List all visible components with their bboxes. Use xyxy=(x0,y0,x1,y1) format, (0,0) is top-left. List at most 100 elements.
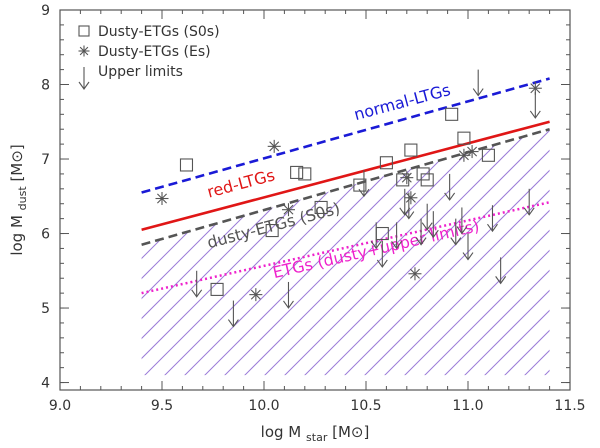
arrow-head xyxy=(495,276,507,285)
legend-label: Dusty-ETGs (S0s) xyxy=(98,24,220,40)
hatch-line xyxy=(199,129,550,376)
hatch-line xyxy=(141,129,341,376)
x-tick-label: 11.0 xyxy=(452,398,483,414)
asterisk-stroke xyxy=(269,141,280,152)
hatch-line xyxy=(479,129,550,376)
asterisk-stroke xyxy=(157,193,167,204)
y-axis-title-unit: [M⊙] xyxy=(8,144,26,186)
hatch-line xyxy=(141,129,281,376)
y-tick-label: 4 xyxy=(41,376,50,392)
legend-label: Upper limits xyxy=(98,64,183,80)
square-marker xyxy=(298,167,312,181)
axes: 9.0 9.5 10.0 10.5 11.0 11.5 4 5 6 7 8 9 xyxy=(41,3,586,414)
square-marker xyxy=(290,165,304,179)
arrow-head xyxy=(391,241,403,250)
x-axis-title-unit: [M⊙] xyxy=(327,423,369,441)
arrow-head xyxy=(403,211,415,220)
hatch-line xyxy=(141,129,521,376)
hatch-line xyxy=(339,129,550,376)
y-axis-title-sub: dust xyxy=(16,186,29,211)
hatch-line xyxy=(179,129,550,376)
asterisk-stroke xyxy=(401,172,412,183)
legend-label: Dusty-ETGs (Es) xyxy=(98,44,211,60)
relation-line xyxy=(141,127,550,246)
x-axis-title: log M star [M⊙] xyxy=(261,423,370,444)
square-marker xyxy=(445,107,459,121)
hatch-line xyxy=(459,129,550,376)
y-tick-label: 5 xyxy=(41,301,50,317)
arrow-head xyxy=(227,319,239,328)
hatch-line xyxy=(359,129,550,376)
hatch-line xyxy=(141,129,241,376)
hatch-line xyxy=(141,129,261,376)
y-tick-label: 6 xyxy=(41,227,50,243)
legend: Dusty-ETGs (S0s) Dusty-ETGs (Es) Upper lim… xyxy=(78,24,220,90)
arrow-head xyxy=(427,229,439,239)
square-marker xyxy=(420,173,434,187)
hatch-line xyxy=(560,0,600,400)
arrow-head xyxy=(415,237,427,246)
hatch-line xyxy=(439,129,550,376)
x-tick-label: 11.5 xyxy=(554,398,585,414)
square-marker xyxy=(179,158,194,172)
asterisk-stroke xyxy=(409,268,420,279)
x-tick-label: 10.0 xyxy=(248,398,279,414)
relation-line xyxy=(141,77,550,194)
asterisk-stroke xyxy=(530,83,541,94)
hatch-line xyxy=(580,0,600,400)
hatch-line xyxy=(159,129,550,376)
relation-label: normal-LTGs xyxy=(352,80,453,124)
arrow-head xyxy=(421,222,433,231)
square-marker xyxy=(210,282,224,296)
square-marker xyxy=(78,25,90,37)
y-axis-title-main: log M xyxy=(8,210,26,255)
square-marker xyxy=(379,156,393,170)
hatch-line xyxy=(419,129,550,376)
arrow-head xyxy=(376,259,388,268)
hatch-line xyxy=(299,129,550,376)
square-marker xyxy=(457,131,471,145)
hatch-line xyxy=(379,129,550,376)
hatch-line xyxy=(219,129,550,376)
square-marker xyxy=(404,143,418,157)
hatch-line xyxy=(319,129,550,376)
square-marker xyxy=(265,223,279,238)
plot-frame xyxy=(59,9,571,391)
y-axis-title: log M dust [M⊙] xyxy=(8,144,29,255)
arrow-head xyxy=(450,237,462,246)
x-tick-label: 10.5 xyxy=(350,398,381,414)
square-marker xyxy=(481,148,495,162)
x-tick-label: 9.0 xyxy=(49,398,71,414)
arrow-head xyxy=(399,207,411,216)
hatch-line xyxy=(279,129,550,376)
hatch-line xyxy=(0,0,100,400)
arrow-head xyxy=(283,300,294,309)
asterisk-stroke xyxy=(250,289,261,300)
hatch-line xyxy=(141,129,541,376)
square-marker xyxy=(314,200,328,215)
hatch-line xyxy=(141,129,501,376)
arrow-head xyxy=(444,192,456,201)
hatch-line xyxy=(399,129,550,376)
hatch-line xyxy=(519,129,550,376)
arrow-head xyxy=(487,223,498,233)
hatch-line xyxy=(239,129,550,376)
y-tick-label: 7 xyxy=(41,152,50,168)
arrow-head xyxy=(370,241,382,250)
hatch-line xyxy=(259,129,550,376)
asterisk-stroke xyxy=(283,204,294,215)
hatched-region xyxy=(0,0,600,400)
hatch-line xyxy=(141,129,201,376)
data-points xyxy=(155,69,542,328)
arrow-head xyxy=(523,207,535,216)
asterisk-stroke xyxy=(79,46,89,56)
axis-labels: log M star [M⊙] log M dust [M⊙] xyxy=(8,144,369,444)
arrow-head xyxy=(358,188,370,198)
asterisk-stroke xyxy=(467,146,478,157)
arrow-head xyxy=(78,81,90,90)
y-tick-label: 9 xyxy=(41,3,50,19)
relation-line xyxy=(141,120,550,232)
x-tick-label: 9.5 xyxy=(151,398,173,414)
